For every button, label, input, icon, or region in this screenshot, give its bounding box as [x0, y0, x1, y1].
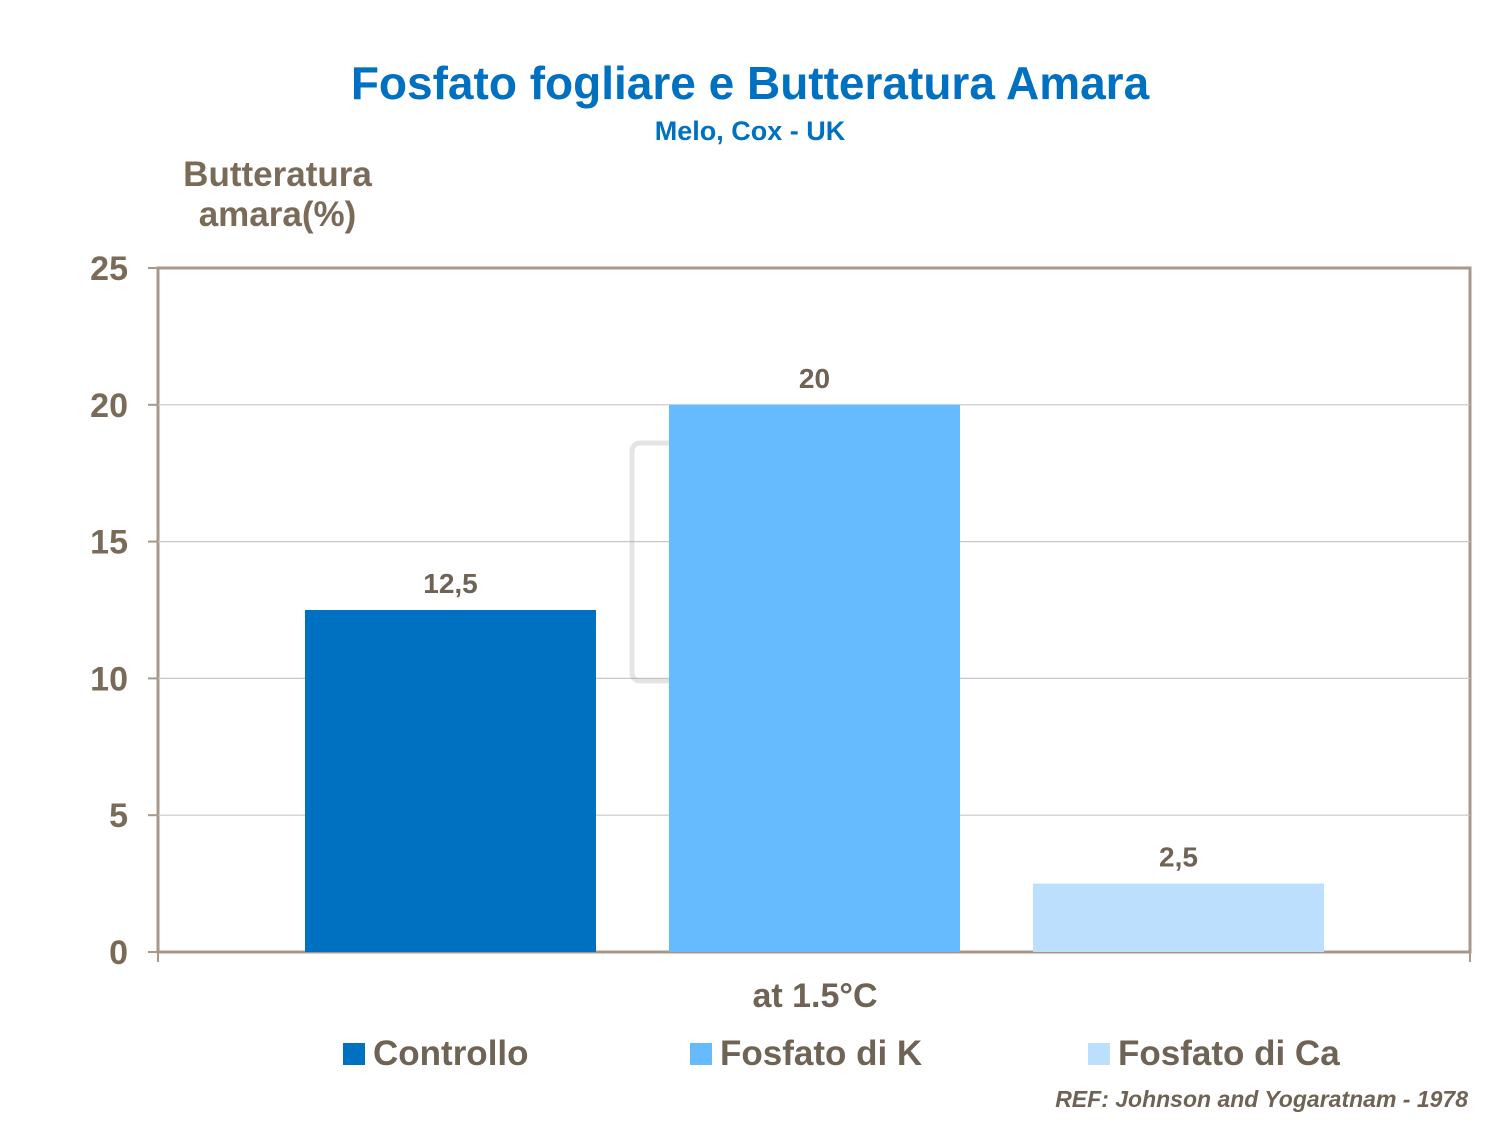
- legend-label: Fosfato di K: [720, 1034, 923, 1073]
- legend-label: Fosfato di Ca: [1118, 1034, 1340, 1073]
- legend-swatch: [690, 1043, 712, 1065]
- y-axis-ticks: 0 5 10 15 20 25: [90, 250, 1471, 972]
- x-axis-label: at 1.5°C: [752, 977, 878, 1015]
- bar: [1033, 883, 1324, 952]
- data-label: 2,5: [1159, 842, 1198, 873]
- reference-note: REF: Johnson and Yogaratnam - 1978: [1055, 1086, 1468, 1112]
- legend-label: Controllo: [373, 1034, 529, 1073]
- chart-title: Fosfato fogliare e Butteratura Amara: [350, 57, 1150, 109]
- bar: [669, 404, 960, 952]
- legend-item-fosfato-ca: Fosfato di Ca: [1088, 1034, 1340, 1074]
- data-label: 12,5: [423, 568, 478, 599]
- y-axis-label: Butteratura amara(%): [183, 155, 372, 234]
- data-label: 20: [799, 363, 830, 394]
- legend-swatch: [343, 1043, 365, 1065]
- y-tick-label: 5: [109, 797, 128, 835]
- y-tick-label: 15: [90, 524, 128, 562]
- legend-item-fosfato-k: Fosfato di K: [690, 1034, 922, 1074]
- bars: 12,5 20 2,5: [305, 363, 1324, 952]
- legend: Controllo Fosfato di K Fosfato di Ca: [0, 1034, 1500, 1078]
- chart-subtitle: Melo, Cox - UK: [654, 116, 846, 146]
- legend-item-controllo: Controllo: [343, 1034, 529, 1074]
- y-tick-label: 20: [90, 387, 128, 425]
- y-tick-label: 0: [109, 934, 128, 972]
- y-tick-label: 25: [90, 250, 128, 288]
- legend-swatch: [1088, 1043, 1110, 1065]
- bar: [305, 610, 596, 952]
- y-tick-label: 10: [90, 660, 128, 698]
